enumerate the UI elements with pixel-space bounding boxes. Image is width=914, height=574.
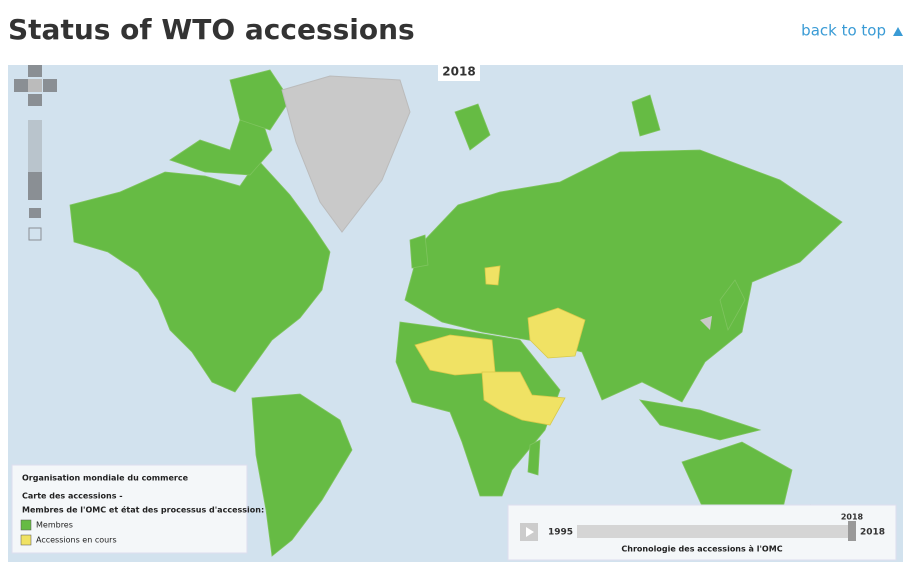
timeline-track[interactable] [577, 525, 852, 538]
map: 2018 Organisation mondiale du commerce C… [8, 62, 903, 562]
timeline-caption: Chronologie des accessions à l'OMC [621, 545, 782, 554]
zoom-slider[interactable] [28, 172, 42, 200]
legend-swatch [20, 534, 32, 546]
legend-label: Accessions en cours [36, 536, 117, 545]
legend-heading: Membres de l'OMC et état des processus d… [22, 505, 264, 515]
legend-swatch [20, 519, 32, 531]
year-badge [438, 62, 480, 81]
print-button[interactable] [29, 208, 41, 218]
legend-title: Organisation mondiale du commerce [22, 474, 189, 483]
up-arrow-icon[interactable] [893, 27, 903, 36]
page-title: Status of WTO accessions [8, 13, 415, 46]
timeline-thumb[interactable] [848, 521, 856, 541]
play-icon[interactable] [526, 527, 534, 537]
legend-box [11, 464, 248, 554]
timeline-current: 2018 [841, 513, 864, 522]
pan-right[interactable] [43, 79, 57, 92]
fullscreen-button[interactable] [28, 227, 42, 241]
back-to-top-link[interactable]: back to top [801, 22, 886, 40]
member-countries [69, 69, 843, 557]
pan-up[interactable] [28, 65, 42, 77]
timeline: 1995 2018 Chronologie des accessions à l… [507, 504, 897, 561]
accession-countries [414, 265, 586, 426]
timeline-start: 1995 [548, 528, 573, 538]
legend-label: Membres [36, 521, 73, 530]
pan-down[interactable] [28, 94, 42, 106]
home[interactable] [28, 79, 42, 92]
greenland [281, 75, 411, 233]
year-badge-label: 2018 [442, 65, 475, 79]
map-controls [14, 65, 57, 241]
timeline-end: 2018 [860, 528, 885, 538]
legend: Organisation mondiale du commerce Carte … [11, 464, 264, 554]
non-member [700, 316, 712, 330]
pan-left[interactable] [14, 79, 28, 92]
legend-subtitle: Carte des accessions - [22, 492, 123, 501]
